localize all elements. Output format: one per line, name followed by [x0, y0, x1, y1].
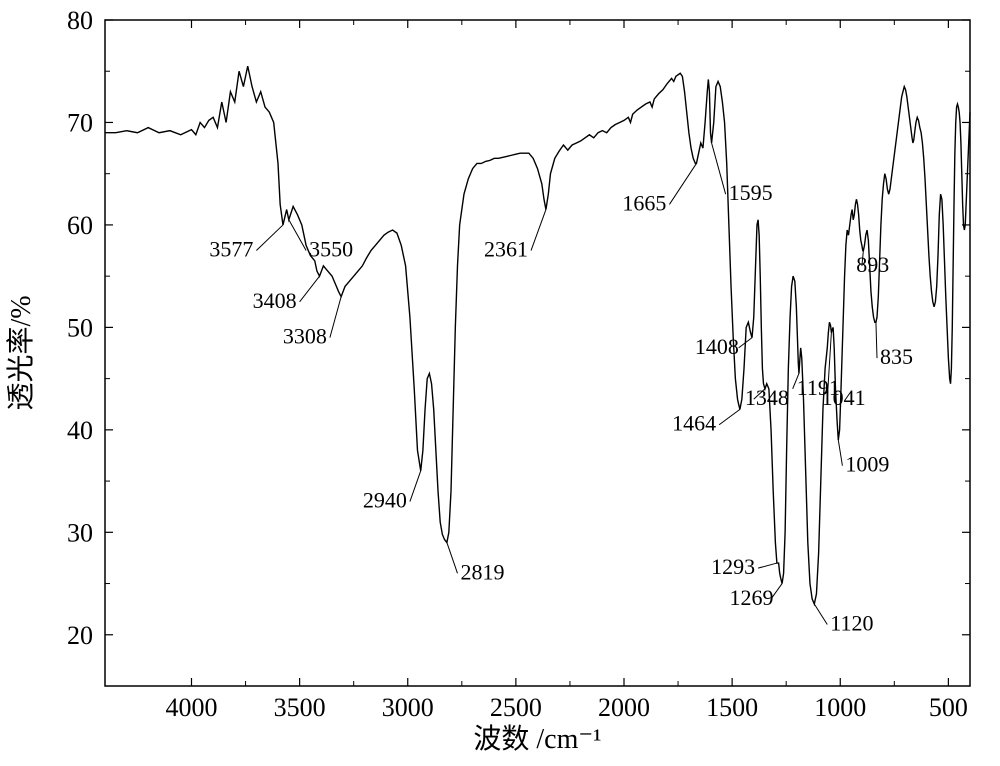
x-tick-label: 2000 [598, 693, 650, 722]
peak-leader [814, 604, 827, 624]
y-tick-label: 40 [67, 416, 93, 445]
peak-label: 3308 [283, 324, 327, 349]
y-tick-label: 30 [67, 518, 93, 547]
peak-label: 3408 [253, 288, 297, 313]
y-tick-label: 20 [67, 621, 93, 650]
ir-spectrum-chart: 4000 3500 3000 2500 2000 1500 1000 500 20 30 40 50 6… [0, 0, 1000, 766]
peak-label: 1041 [822, 385, 866, 410]
peak-label: 1408 [695, 334, 739, 359]
x-axis-label: 波数 /cm⁻¹ [473, 723, 601, 755]
peak-label: 1293 [711, 554, 755, 579]
x-tick-label: 1500 [706, 693, 758, 722]
y-tick-label: 70 [67, 108, 93, 137]
x-tick-label: 3500 [274, 693, 326, 722]
peak-label: 2361 [484, 237, 528, 262]
peak-leader [669, 163, 696, 204]
peak-leader [758, 563, 777, 568]
peak-label: 2819 [460, 559, 504, 584]
x-tick-label: 500 [929, 693, 968, 722]
x-tick-label: 3000 [382, 693, 434, 722]
peak-leader [300, 276, 320, 302]
peak-label: 1464 [672, 411, 716, 436]
x-tick-label: 4000 [166, 693, 218, 722]
peak-label: 1348 [745, 385, 789, 410]
peak-label: 1269 [729, 585, 773, 610]
peak-annotations: 3577 3550 3408 3308 2940 2819 2361 1665 1595 1464… [209, 143, 913, 636]
y-tick-label: 60 [67, 211, 93, 240]
peak-leader [531, 210, 546, 251]
peak-leader [256, 225, 283, 251]
peak-leader [876, 322, 877, 358]
axis-frame [105, 20, 970, 686]
spectrum-line [105, 66, 970, 604]
peak-label: 1665 [622, 190, 666, 215]
peak-label: 1595 [729, 180, 773, 205]
peak-leader [330, 297, 341, 338]
peak-leader [712, 143, 726, 194]
x-tick-label: 1000 [814, 693, 866, 722]
peak-label: 1120 [830, 611, 873, 636]
peak-leader [447, 543, 458, 574]
peak-label: 835 [880, 344, 913, 369]
peak-leader [410, 471, 421, 502]
y-axis-label: 透光率/% [5, 295, 37, 410]
peak-label: 3550 [309, 237, 353, 262]
peak-label: 2940 [363, 488, 407, 513]
peak-leader [719, 409, 740, 424]
y-tick-label: 50 [67, 313, 93, 342]
peak-leader [838, 440, 842, 466]
x-tick-label: 2500 [490, 693, 542, 722]
peak-label: 3577 [209, 237, 253, 262]
chart-container: { "chart": { "type": "line", "width": 10… [0, 0, 1000, 766]
peak-label: 893 [856, 252, 889, 277]
peak-label: 1009 [845, 452, 889, 477]
y-tick-label: 80 [67, 6, 93, 35]
plot-area [105, 66, 970, 604]
